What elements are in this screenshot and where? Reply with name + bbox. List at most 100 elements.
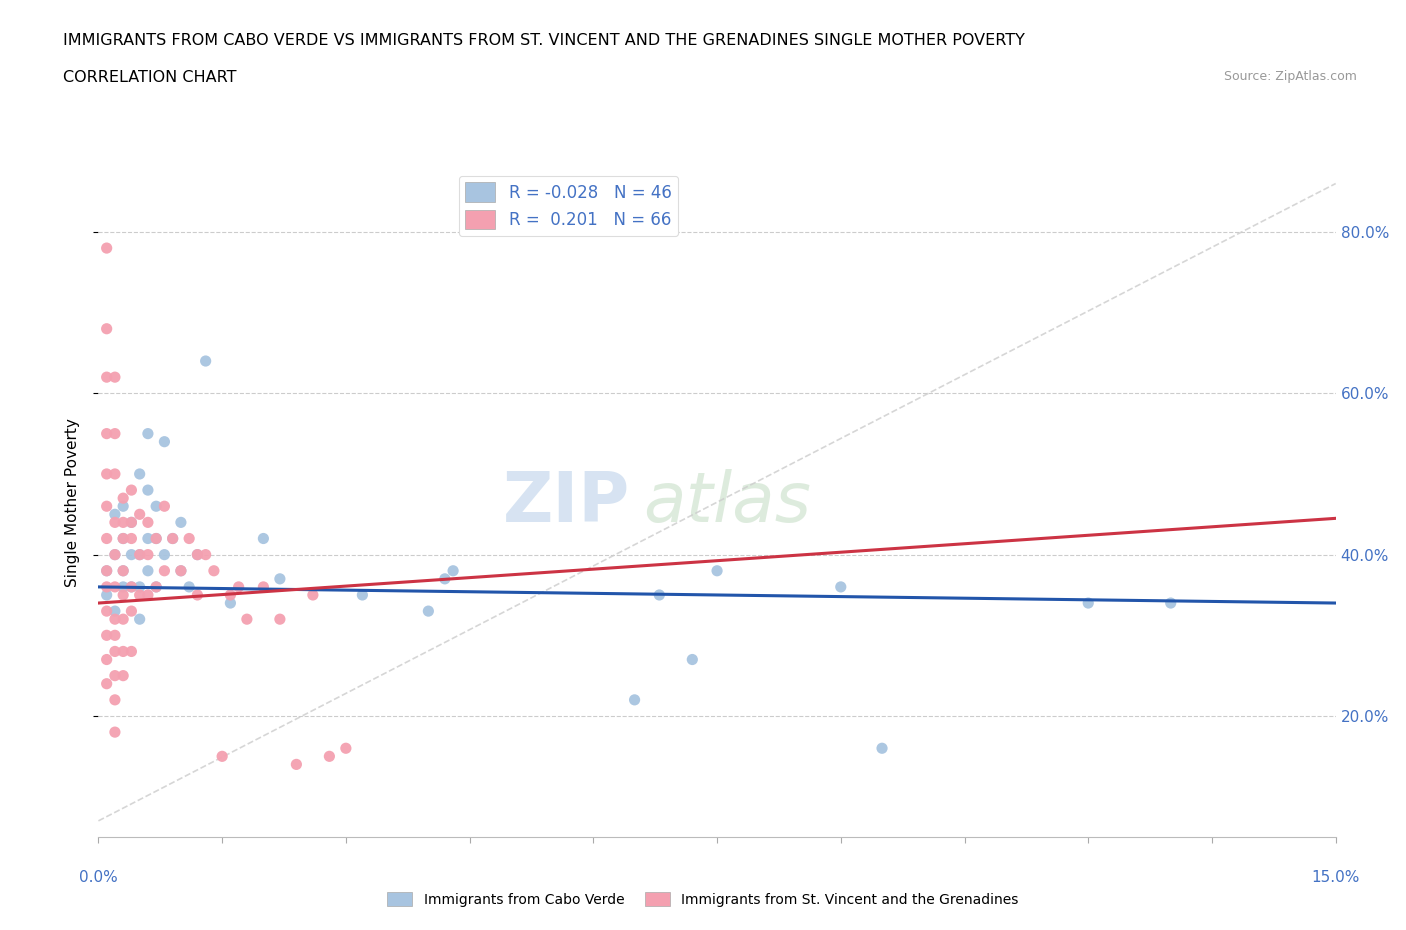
Point (104, 693, 127, 708)
Point (162, 531, 184, 546)
Point (145, 498, 167, 513)
Point (104, 724, 127, 739)
Point (136, 426, 159, 441)
Point (104, 604, 127, 618)
Point (128, 579, 150, 594)
Point (186, 588, 208, 603)
Point (433, 571, 456, 586)
Point (96, 321, 118, 336)
Point (302, 588, 325, 603)
Point (706, 564, 728, 578)
Point (104, 547, 127, 562)
Point (186, 547, 208, 562)
Point (104, 547, 127, 562)
Point (179, 579, 201, 594)
Point (145, 579, 167, 594)
Point (120, 644, 142, 658)
Point (269, 612, 291, 627)
Point (104, 644, 127, 658)
Point (335, 741, 357, 756)
Point (285, 757, 308, 772)
Point (136, 564, 159, 578)
Point (1077, 595, 1099, 610)
Point (120, 515, 142, 530)
Point (104, 612, 127, 627)
Point (112, 498, 135, 513)
Point (136, 531, 159, 546)
Text: atlas: atlas (643, 469, 811, 536)
Point (96, 426, 118, 441)
Point (96, 579, 118, 594)
Point (112, 588, 135, 603)
Point (120, 604, 142, 618)
Point (120, 483, 142, 498)
Point (96, 370, 118, 385)
Point (96, 588, 118, 603)
Point (112, 564, 135, 578)
Point (96, 531, 118, 546)
Point (648, 588, 671, 603)
Point (153, 434, 176, 449)
Point (96, 564, 118, 578)
Point (1160, 595, 1182, 610)
Point (269, 571, 291, 586)
Point (112, 564, 135, 578)
Point (252, 531, 274, 546)
Point (136, 588, 159, 603)
Point (112, 531, 135, 546)
Point (120, 531, 142, 546)
Point (162, 531, 184, 546)
Point (104, 467, 127, 482)
Point (104, 515, 127, 530)
Point (136, 483, 159, 498)
Point (870, 741, 893, 756)
Text: Source: ZipAtlas.com: Source: ZipAtlas.com (1223, 70, 1357, 83)
Point (112, 644, 135, 658)
Point (128, 507, 150, 522)
Point (128, 547, 150, 562)
Point (153, 498, 176, 513)
Point (128, 467, 150, 482)
Point (170, 564, 193, 578)
Text: IMMIGRANTS FROM CABO VERDE VS IMMIGRANTS FROM ST. VINCENT AND THE GRENADINES SIN: IMMIGRANTS FROM CABO VERDE VS IMMIGRANTS… (63, 33, 1025, 47)
Point (104, 579, 127, 594)
Point (136, 547, 159, 562)
Point (96, 652, 118, 667)
Point (153, 564, 176, 578)
Point (120, 515, 142, 530)
Legend: R = -0.028   N = 46, R =  0.201   N = 66: R = -0.028 N = 46, R = 0.201 N = 66 (458, 176, 678, 236)
Point (104, 426, 127, 441)
Point (120, 579, 142, 594)
Point (236, 612, 259, 627)
Legend: Immigrants from Cabo Verde, Immigrants from St. Vincent and the Grenadines: Immigrants from Cabo Verde, Immigrants f… (381, 885, 1025, 914)
Point (104, 507, 127, 522)
Point (830, 579, 852, 594)
Point (418, 604, 440, 618)
Point (219, 595, 242, 610)
Text: 15.0%: 15.0% (1312, 870, 1360, 884)
Point (96, 628, 118, 643)
Point (186, 547, 208, 562)
Point (681, 652, 703, 667)
Point (96, 604, 118, 618)
Point (128, 612, 150, 627)
Point (145, 531, 167, 546)
Point (194, 547, 217, 562)
Point (128, 547, 150, 562)
Point (112, 515, 135, 530)
Point (145, 531, 167, 546)
Point (318, 749, 340, 764)
Point (145, 579, 167, 594)
Text: CORRELATION CHART: CORRELATION CHART (63, 70, 236, 85)
Point (96, 241, 118, 256)
Point (170, 515, 193, 530)
Point (228, 579, 250, 594)
Point (136, 515, 159, 530)
Point (96, 676, 118, 691)
Point (112, 531, 135, 546)
Text: 0.0%: 0.0% (79, 870, 118, 884)
Point (104, 669, 127, 684)
Point (352, 588, 374, 603)
Point (120, 579, 142, 594)
Point (104, 628, 127, 643)
